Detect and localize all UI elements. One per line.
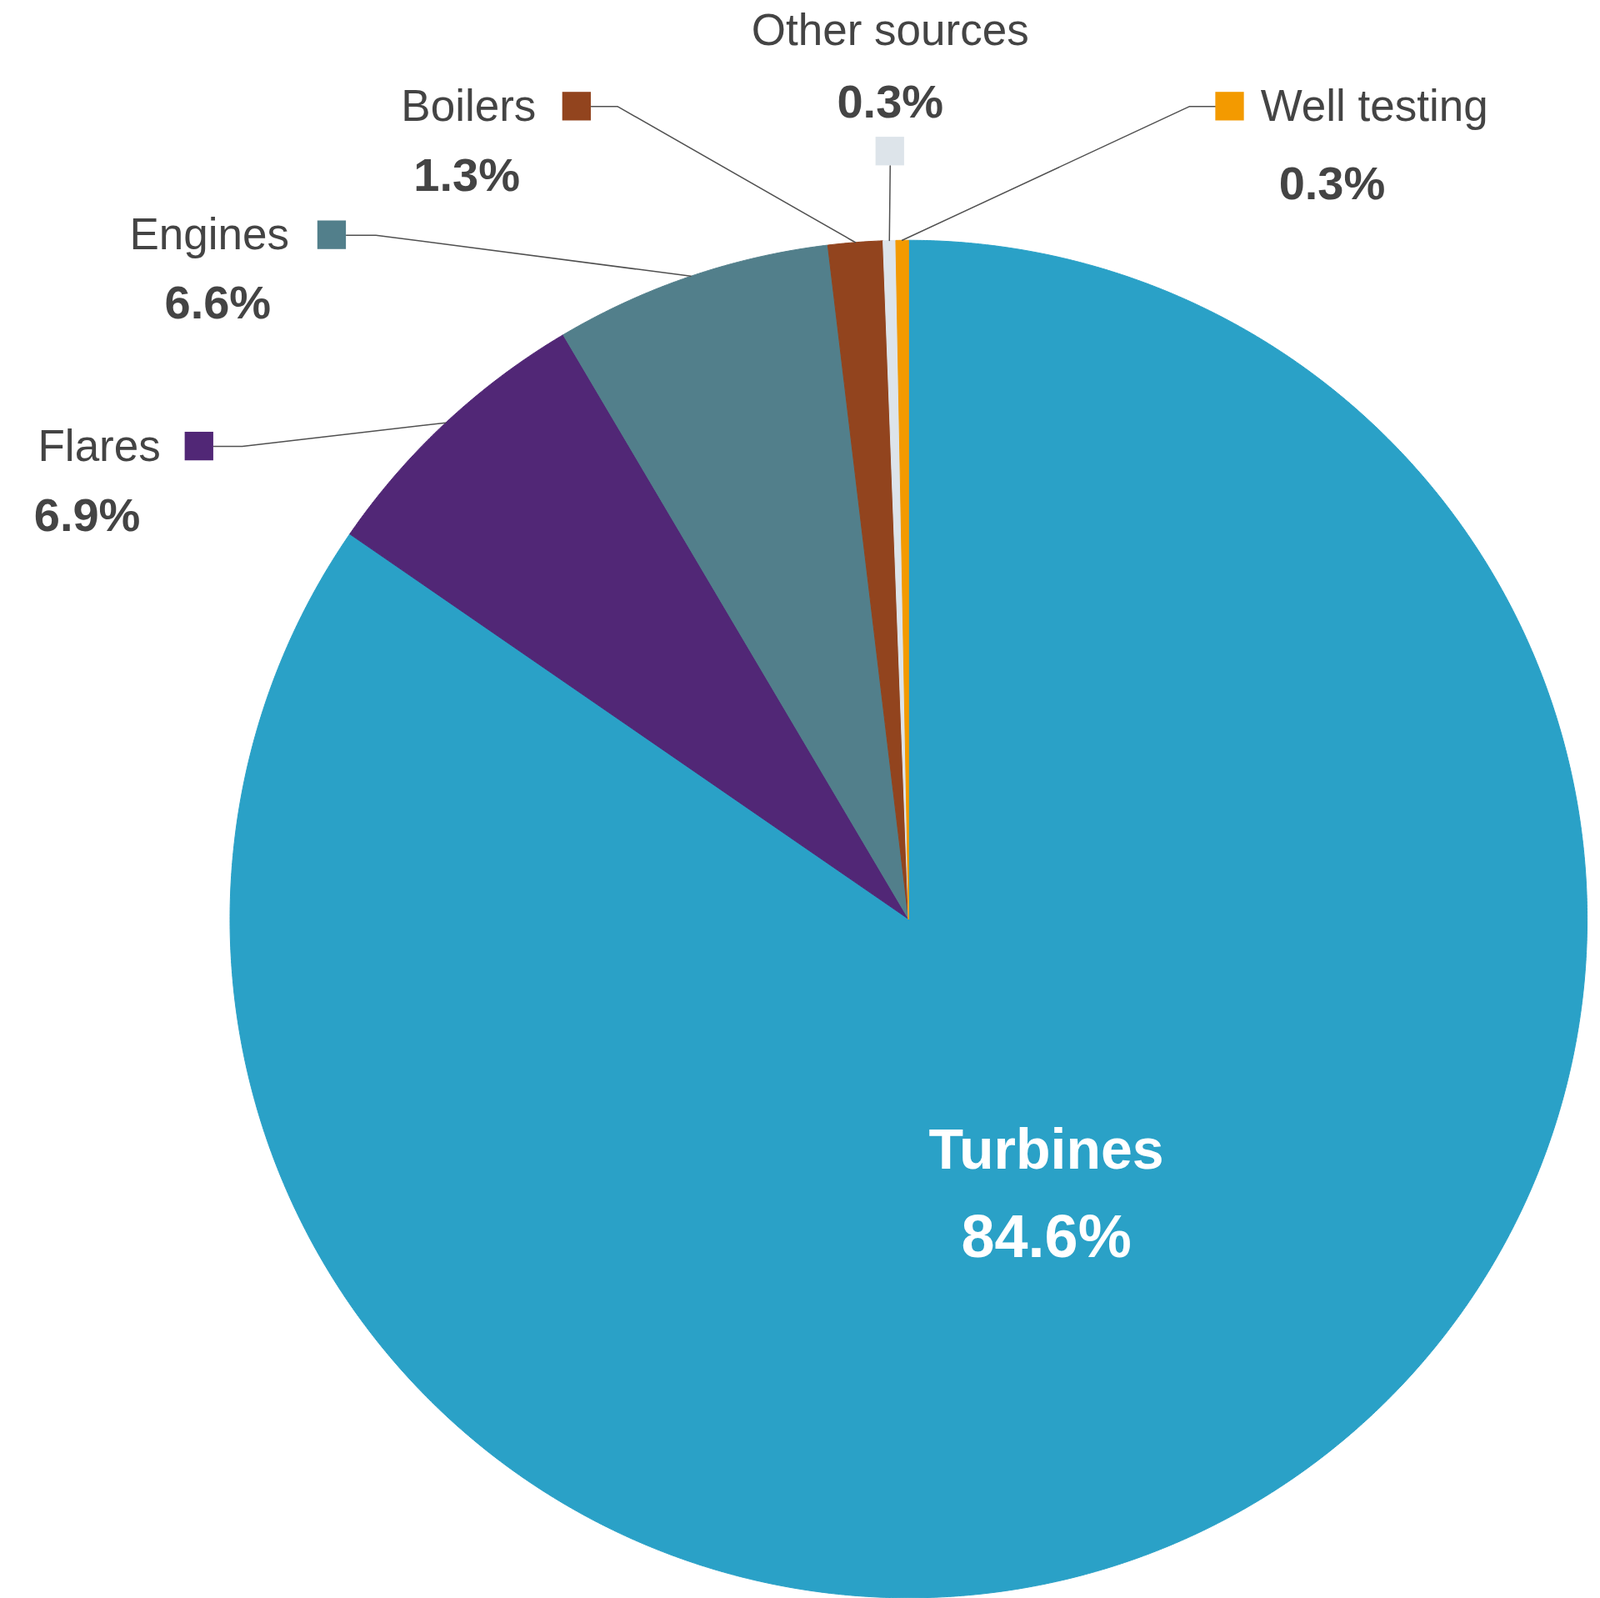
svg-text:Well testing: Well testing	[1260, 80, 1489, 130]
svg-text:Flares: Flares	[37, 420, 160, 470]
svg-text:0.3%: 0.3%	[836, 75, 944, 128]
svg-text:1.3%: 1.3%	[413, 148, 520, 201]
svg-text:Other sources: Other sources	[751, 5, 1030, 55]
svg-text:0.3%: 0.3%	[1279, 156, 1386, 210]
svg-text:6.6%: 6.6%	[164, 275, 271, 329]
svg-text:Engines: Engines	[129, 209, 290, 259]
svg-text:6.9%: 6.9%	[34, 488, 141, 541]
svg-text:Turbines: Turbines	[929, 1116, 1165, 1180]
svg-text:84.6%: 84.6%	[961, 1202, 1132, 1270]
svg-text:Boilers: Boilers	[400, 80, 536, 130]
